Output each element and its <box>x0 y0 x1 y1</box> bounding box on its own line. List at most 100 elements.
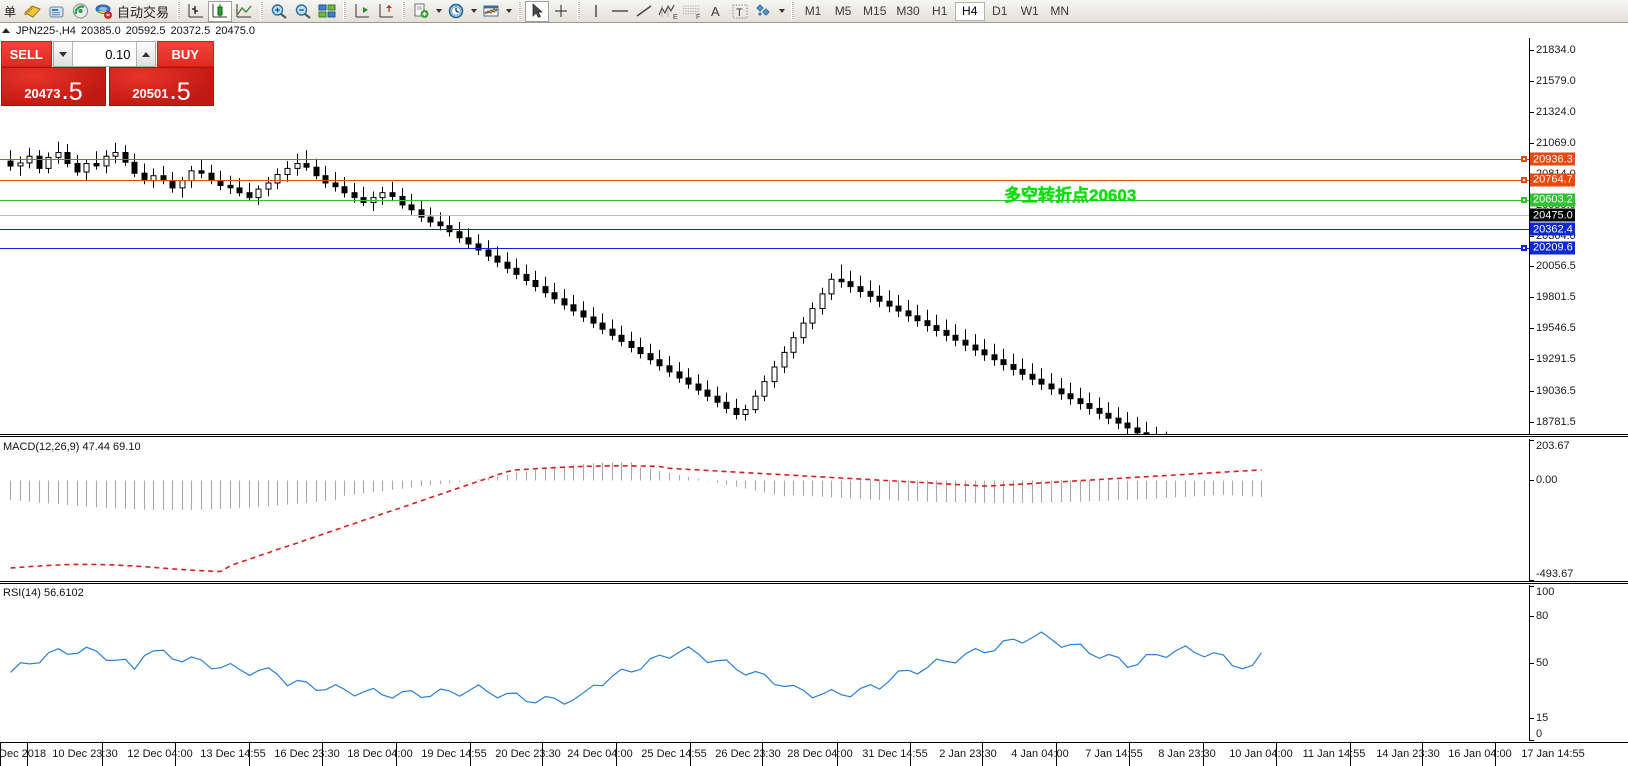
chart-area[interactable]: 多空转折点20603 21834.0 21579.0 21324.0 21069.0 2… <box>0 38 1628 766</box>
elliott-wave-icon[interactable]: E <box>656 1 680 22</box>
sell-button[interactable]: SELL <box>1 41 52 67</box>
autotrade-button[interactable]: 自动交易 <box>117 4 170 20</box>
price-level-line[interactable] <box>0 199 1529 201</box>
trendline-icon[interactable] <box>632 1 656 22</box>
candlestick-chart-icon[interactable] <box>208 0 233 22</box>
price-level-badge[interactable]: 20209.6 <box>1530 241 1575 255</box>
chart-shift-icon[interactable] <box>374 1 398 22</box>
volume-value[interactable]: 0.10 <box>105 46 131 62</box>
buy-button[interactable]: BUY <box>156 41 214 67</box>
bar-chart-icon[interactable] <box>184 1 208 22</box>
time-tick <box>542 743 543 766</box>
timeframe-button-m5[interactable]: M5 <box>834 4 852 18</box>
ask-price-box[interactable]: 20501 . 5 <box>109 67 214 106</box>
new-template-icon[interactable] <box>409 1 433 22</box>
volume-decrease-icon[interactable] <box>53 42 73 66</box>
toolbar-separator <box>518 2 522 20</box>
pane-divider-2[interactable] <box>0 581 1628 584</box>
volume-stepper[interactable]: 0.10 <box>52 41 156 67</box>
bid-price-integer: 20473 <box>24 86 61 101</box>
price-pane[interactable]: 多空转折点20603 21834.0 21579.0 21324.0 21069.0 2… <box>0 38 1628 434</box>
one-click-trading-panel[interactable]: SELL 0.10 BUY 20473 . 5 20501 . 5 <box>1 41 214 106</box>
price-tick <box>1530 80 1534 82</box>
timeframe-button-d1[interactable]: D1 <box>992 4 1008 18</box>
price-tick <box>1530 111 1534 113</box>
template-dropdown-arrow-icon[interactable] <box>433 1 444 22</box>
vertical-line-icon[interactable] <box>584 1 608 22</box>
rsi-tick-label: 50 <box>1536 657 1549 669</box>
timeframe-button-m1[interactable]: M1 <box>804 4 822 18</box>
horizontal-line-icon[interactable] <box>608 1 632 22</box>
timeframe-button-m15[interactable]: M15 <box>863 4 887 18</box>
bid-price-box[interactable]: 20473 . 5 <box>1 67 106 106</box>
collapse-triangle-icon[interactable] <box>2 28 10 33</box>
text-object-icon[interactable]: T <box>728 1 752 22</box>
time-axis-label: 25 Dec 14:55 <box>641 748 707 760</box>
rsi-pane[interactable]: RSI(14) 56.6102 100 80 50 15 0 <box>0 585 1628 741</box>
zoom-out-icon[interactable] <box>291 1 315 22</box>
indicator-dropdown-arrow-icon[interactable] <box>503 1 514 22</box>
text-label-icon[interactable]: A <box>704 1 728 22</box>
level-drag-handle[interactable] <box>1521 196 1527 203</box>
chart-text-annotation[interactable]: 多空转折点20603 <box>1004 185 1137 205</box>
timeframe-button-w1[interactable]: W1 <box>1020 4 1039 18</box>
expert-advisor-icon[interactable] <box>92 1 116 22</box>
price-level-line[interactable] <box>0 247 1529 249</box>
time-axis-label: 14 Jan 23:30 <box>1376 748 1440 760</box>
tile-windows-icon[interactable] <box>315 1 339 22</box>
cursor-icon[interactable] <box>525 0 550 22</box>
macd-scale-axis[interactable]: 203.67 0.00 -493.67 <box>1529 439 1628 581</box>
period-dropdown-arrow-icon[interactable] <box>468 1 479 22</box>
time-axis-label: 12 Dec 04:00 <box>127 748 193 760</box>
macd-pane[interactable]: MACD(12,26,9) 47.44 69.10 203.67 0.00 -493… <box>0 439 1628 581</box>
zoom-in-icon[interactable] <box>267 1 291 22</box>
indicator-list-icon[interactable] <box>479 1 503 22</box>
time-tick <box>396 743 397 766</box>
price-level-line[interactable] <box>0 159 1529 161</box>
price-level-badge[interactable]: 20603.2 <box>1530 193 1575 207</box>
svg-text:A: A <box>711 4 720 19</box>
volume-increase-icon[interactable] <box>135 42 155 66</box>
timeframe-button-h4[interactable]: H4 <box>954 1 985 21</box>
news-icon[interactable] <box>44 1 68 22</box>
crosshair-icon[interactable] <box>549 1 573 22</box>
price-tick-label: 19546.5 <box>1536 322 1576 335</box>
level-drag-handle[interactable] <box>1521 156 1527 163</box>
price-level-line[interactable] <box>0 229 1529 230</box>
ohlc-close: 20475.0 <box>215 24 255 37</box>
level-drag-handle[interactable] <box>1521 176 1527 183</box>
price-level-badge[interactable]: 20764.7 <box>1530 173 1575 187</box>
price-level-badge[interactable]: 20475.0 <box>1530 208 1575 222</box>
auto-scroll-icon[interactable] <box>350 1 374 22</box>
rsi-plot[interactable] <box>0 585 1529 741</box>
svg-text:F: F <box>696 14 700 20</box>
signal-icon[interactable] <box>68 1 92 22</box>
time-tick <box>1495 743 1496 766</box>
time-axis[interactable]: 7 Dec 2018 10 Dec 23:30 12 Dec 04:00 13 Dec… <box>0 742 1628 766</box>
line-chart-icon[interactable] <box>232 1 256 22</box>
objects-dropdown-arrow-icon[interactable] <box>776 1 787 22</box>
axis-line <box>1529 38 1530 434</box>
level-drag-handle[interactable] <box>1521 244 1527 251</box>
timeframe-button-h1[interactable]: H1 <box>932 4 948 18</box>
price-tick <box>1530 297 1534 299</box>
rsi-tick-label: 100 <box>1536 586 1555 598</box>
price-level-badge[interactable]: 20936.3 <box>1530 152 1575 166</box>
price-tick-label: 21834.0 <box>1536 43 1576 56</box>
book-icon[interactable] <box>20 1 44 22</box>
price-level-badge[interactable]: 20362.4 <box>1530 222 1575 236</box>
timeframe-button-mn[interactable]: MN <box>1050 4 1070 18</box>
rsi-scale-axis[interactable]: 100 80 50 15 0 <box>1529 585 1628 741</box>
fibonacci-icon[interactable]: F <box>680 1 704 22</box>
price-level-line[interactable] <box>0 215 1529 217</box>
new-order-label-cut[interactable]: 单 <box>4 4 17 19</box>
price-plot[interactable]: 多空转折点20603 <box>0 38 1529 434</box>
price-scale-axis[interactable]: 21834.021579.021324.021069.020814.020559… <box>1529 38 1628 434</box>
pane-divider-1[interactable] <box>0 434 1628 437</box>
macd-plot[interactable] <box>0 439 1529 581</box>
time-axis-label: 17 Jan 14:55 <box>1521 748 1585 760</box>
period-icon[interactable] <box>444 1 468 22</box>
objects-icon[interactable] <box>752 1 776 22</box>
price-level-line[interactable] <box>0 179 1529 181</box>
timeframe-button-m30[interactable]: M30 <box>896 4 920 18</box>
